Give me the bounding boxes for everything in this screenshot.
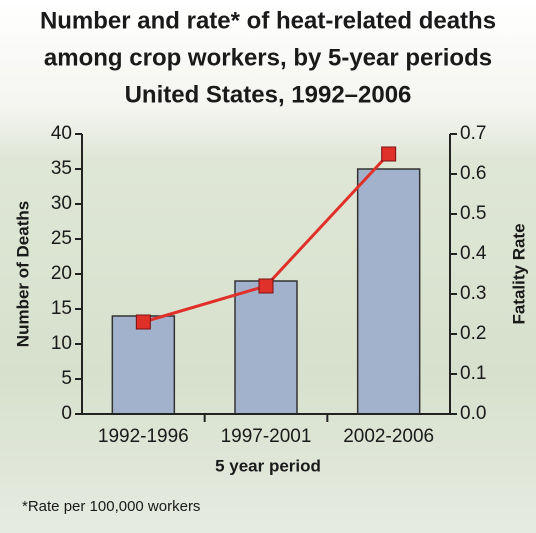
y2-tick-label: 0.3 — [460, 283, 486, 304]
y-tick-label: 40 — [51, 123, 72, 144]
rate-marker — [382, 147, 396, 161]
y2-tick-label: 0.0 — [460, 403, 486, 424]
y2-tick-label: 0.7 — [460, 123, 486, 144]
y2-tick-label: 0.2 — [460, 323, 486, 344]
y-tick-label: 35 — [51, 158, 72, 179]
chart-title: Number and rate* of heat-related deaths — [40, 7, 496, 34]
chart: Number and rate* of heat-related deaths … — [0, 0, 536, 533]
footnote: *Rate per 100,000 workers — [22, 498, 200, 515]
y2-tick-label: 0.6 — [460, 163, 486, 184]
bar — [358, 169, 420, 414]
rate-marker — [136, 315, 150, 329]
y-axis-title: Number of Deaths — [13, 201, 32, 347]
page: {"chart_data": { "type": "bar", "title":… — [0, 0, 536, 533]
x-tick-label: 1997-2001 — [221, 426, 312, 447]
x-axis-title: 5 year period — [215, 456, 321, 475]
y-tick-label: 30 — [51, 193, 72, 214]
y2-tick-label: 0.5 — [460, 203, 486, 224]
y-tick-label: 15 — [51, 298, 72, 319]
y2-tick-label: 0.1 — [460, 363, 486, 384]
y-tick-label: 20 — [51, 263, 72, 284]
rate-marker — [259, 279, 273, 293]
bar — [235, 281, 297, 414]
y-tick-label: 0 — [61, 403, 72, 424]
x-tick-label: 2002-2006 — [343, 426, 434, 447]
chart-title: United States, 1992–2006 — [125, 81, 412, 108]
y-tick-label: 10 — [51, 333, 72, 354]
y2-tick-label: 0.4 — [460, 243, 487, 264]
y2-axis-title: Fatality Rate — [509, 223, 528, 324]
chart-title: among crop workers, by 5-year periods — [44, 44, 492, 71]
y-tick-label: 5 — [61, 368, 72, 389]
background — [0, 0, 536, 533]
y-tick-label: 25 — [51, 228, 72, 249]
bar — [112, 316, 174, 414]
x-tick-label: 1992-1996 — [98, 426, 189, 447]
